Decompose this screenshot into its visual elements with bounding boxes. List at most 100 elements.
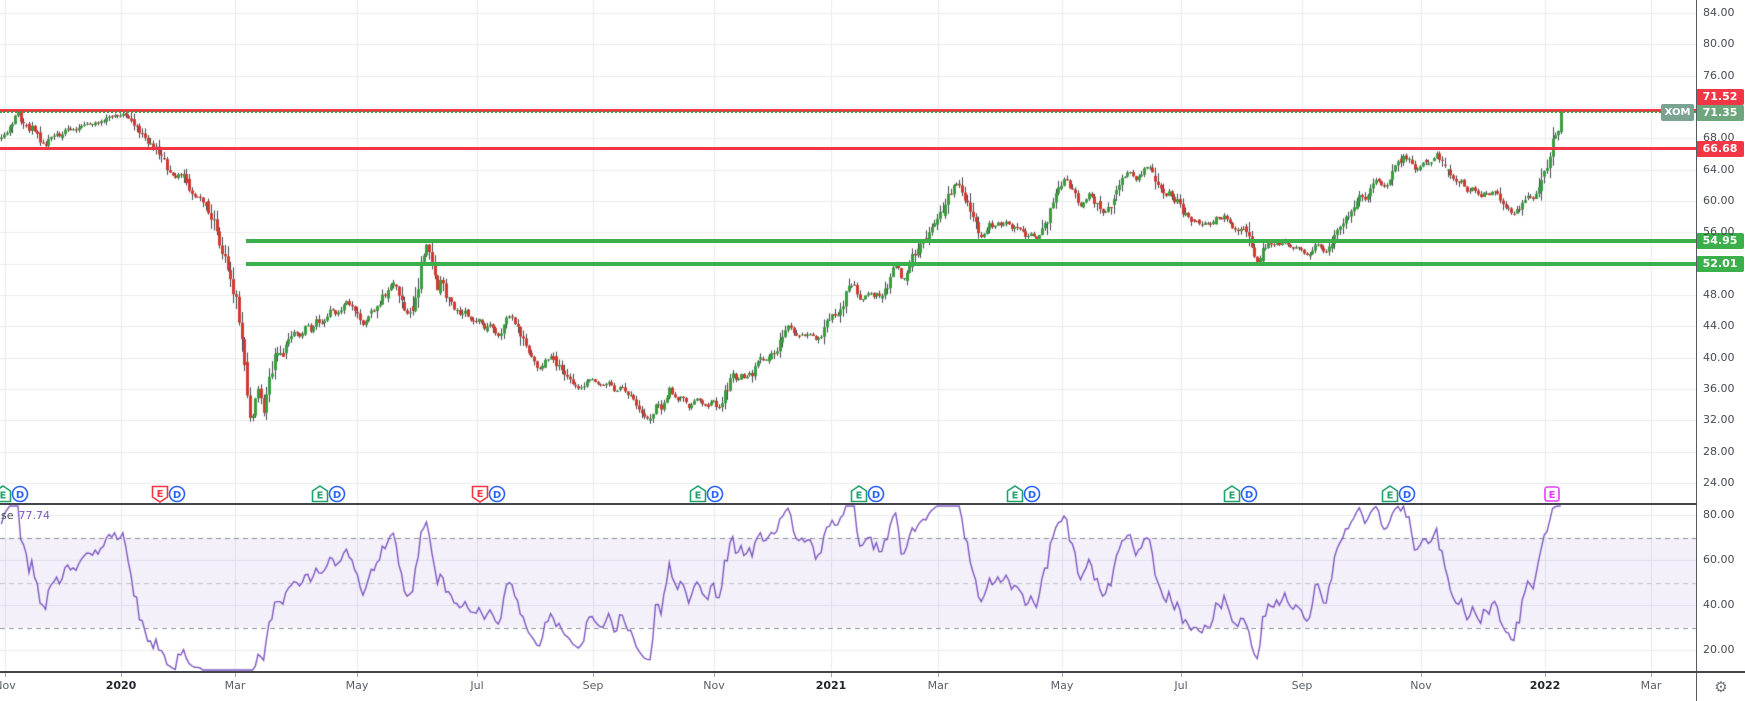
svg-text:D: D (1244, 490, 1252, 501)
price-level-badge: 54.95 (1696, 233, 1744, 249)
time-axis-tick (1302, 673, 1303, 677)
dividend-icon[interactable]: D (1023, 485, 1041, 503)
time-axis-label: Mar (224, 679, 246, 692)
dividend-icon[interactable]: D (1398, 485, 1416, 503)
dividend-icon[interactable]: D (168, 485, 186, 503)
dividend-icon[interactable]: D (867, 485, 885, 503)
time-axis-label: 2020 (105, 679, 137, 692)
earnings-down-icon[interactable]: E (471, 485, 489, 503)
time-axis-label: Jul (470, 679, 484, 692)
earnings-up-icon[interactable]: E (689, 485, 707, 503)
earnings-up-icon[interactable]: E (1006, 485, 1024, 503)
price-axis-label: 48.00 (1703, 288, 1735, 301)
time-axis-label: Mar (927, 679, 949, 692)
rsi-label-fragment: se (1, 509, 14, 522)
earnings-up-icon[interactable]: E (1223, 485, 1241, 503)
dividend-icon[interactable]: D (328, 485, 346, 503)
last-price-badge: 71.35 (1696, 105, 1744, 121)
time-axis-tick (1062, 673, 1063, 677)
svg-text:E: E (0, 491, 7, 502)
earnings-down-icon[interactable]: E (151, 485, 169, 503)
time-axis-tick (938, 673, 939, 677)
dividend-icon[interactable]: D (488, 485, 506, 503)
upcoming-earnings-icon[interactable]: E (1543, 485, 1561, 503)
price-axis-label: 68.00 (1703, 131, 1735, 144)
price-level-badge: 71.52 (1696, 89, 1744, 105)
price-axis-label: 80.00 (1703, 37, 1735, 50)
time-axis-tick (831, 673, 832, 677)
svg-text:D: D (1027, 490, 1035, 501)
horizontal-level-line-54.95[interactable] (246, 239, 1696, 243)
rsi-status-line: se 77.74 (1, 509, 50, 522)
time-axis-tick (714, 673, 715, 677)
price-axis-label: 44.00 (1703, 319, 1735, 332)
chart-plot-canvas[interactable] (0, 0, 1696, 672)
svg-text:E: E (1549, 490, 1556, 501)
time-axis-label: Jul (1174, 679, 1188, 692)
svg-text:E: E (1387, 491, 1394, 502)
time-axis-tick (1181, 673, 1182, 677)
price-axis-label: 40.00 (1703, 351, 1735, 364)
price-axis-label: 24.00 (1703, 476, 1735, 489)
price-axis-label: 36.00 (1703, 382, 1735, 395)
settings-gear-icon[interactable]: ⚙ (1714, 678, 1728, 696)
price-axis-label: 64.00 (1703, 163, 1735, 176)
time-axis-tick (1545, 673, 1546, 677)
symbol-price-tag[interactable]: XOM (1661, 104, 1694, 121)
svg-text:E: E (856, 491, 863, 502)
svg-text:D: D (1402, 490, 1410, 501)
rsi-axis-label: 40.00 (1703, 598, 1735, 611)
svg-text:D: D (492, 490, 500, 501)
time-axis-tick (5, 673, 6, 677)
price-level-badge: 66.68 (1696, 141, 1744, 157)
svg-text:D: D (871, 490, 879, 501)
rsi-axis-label: 20.00 (1703, 643, 1735, 656)
time-axis-tick (1421, 673, 1422, 677)
price-axis-label: 60.00 (1703, 194, 1735, 207)
time-axis-tick (593, 673, 594, 677)
time-axis-label: Mar (1640, 679, 1662, 692)
time-axis-label: 2021 (815, 679, 847, 692)
time-axis-label: Sep (582, 679, 604, 692)
time-axis-tick (235, 673, 236, 677)
svg-text:D: D (15, 490, 23, 501)
time-axis-label: May (345, 679, 369, 692)
svg-text:E: E (1012, 491, 1019, 502)
svg-text:E: E (157, 489, 164, 500)
price-axis-label: 76.00 (1703, 69, 1735, 82)
rsi-value: 77.74 (18, 509, 51, 522)
dividend-icon[interactable]: D (11, 485, 29, 503)
time-axis-label: May (1050, 679, 1074, 692)
time-axis-label: Nov (0, 679, 16, 692)
earnings-up-icon[interactable]: E (850, 485, 868, 503)
earnings-up-icon[interactable]: E (0, 485, 12, 503)
price-axis-label: 32.00 (1703, 413, 1735, 426)
time-axis-label: Nov (703, 679, 725, 692)
svg-text:E: E (1229, 491, 1236, 502)
time-axis-tick (121, 673, 122, 677)
horizontal-level-line-52.01[interactable] (246, 262, 1696, 266)
svg-text:E: E (477, 489, 484, 500)
panel-divider[interactable] (0, 503, 1697, 505)
price-axis-label: 84.00 (1703, 6, 1735, 19)
horizontal-level-line-66.68[interactable] (0, 147, 1696, 150)
time-axis-label: 2022 (1529, 679, 1561, 692)
svg-text:D: D (710, 490, 718, 501)
horizontal-level-line-71.52[interactable] (0, 109, 1696, 112)
price-axis-label: 28.00 (1703, 445, 1735, 458)
price-axis-label: 56.00 (1703, 225, 1735, 238)
time-axis-label: Sep (1291, 679, 1313, 692)
earnings-up-icon[interactable]: E (311, 485, 329, 503)
scale-border (1696, 0, 1697, 701)
dividend-icon[interactable]: D (1240, 485, 1258, 503)
dividend-icon[interactable]: D (706, 485, 724, 503)
rsi-axis-label: 60.00 (1703, 553, 1735, 566)
earnings-up-icon[interactable]: E (1381, 485, 1399, 503)
price-level-badge: 52.01 (1696, 256, 1744, 272)
svg-text:E: E (317, 491, 324, 502)
svg-text:E: E (695, 491, 702, 502)
time-axis-tick (1651, 673, 1652, 677)
time-axis-border (0, 671, 1745, 673)
time-axis-label: Nov (1410, 679, 1432, 692)
